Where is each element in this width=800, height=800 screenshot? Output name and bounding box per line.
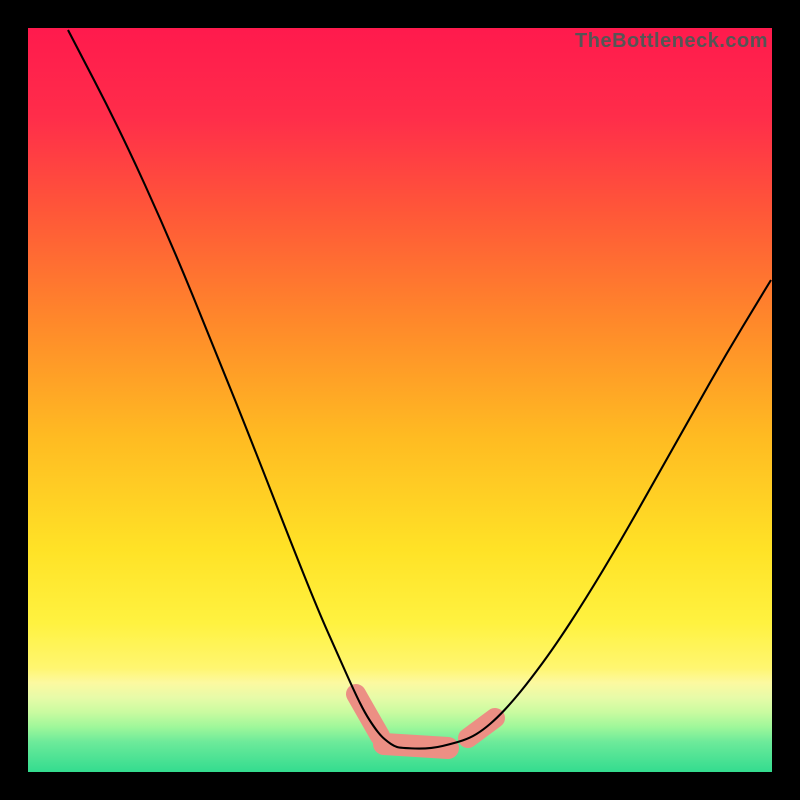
curve-overlay — [0, 0, 800, 800]
sausage-markers — [356, 694, 495, 748]
marker-capsule — [468, 718, 495, 738]
bottleneck-curve — [68, 30, 771, 749]
